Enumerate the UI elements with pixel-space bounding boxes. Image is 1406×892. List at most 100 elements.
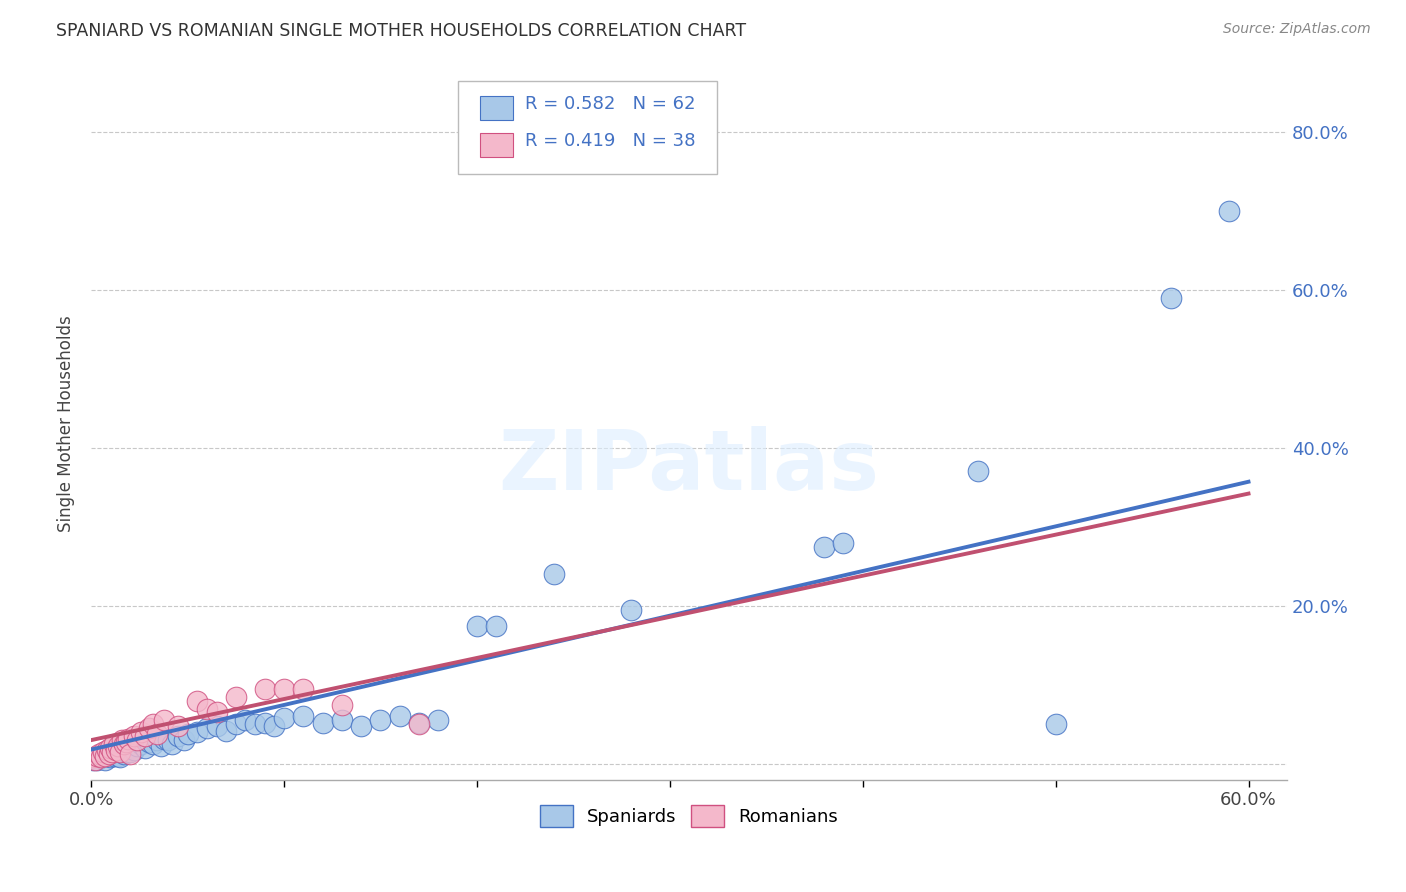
Point <box>388 709 411 723</box>
Point <box>91 745 114 759</box>
Point <box>138 721 160 735</box>
Point <box>253 715 276 730</box>
Point <box>103 748 125 763</box>
Point <box>370 714 392 728</box>
Legend: Spaniards, Romanians: Spaniards, Romanians <box>533 798 845 835</box>
Point <box>142 717 165 731</box>
Point <box>186 725 208 739</box>
Point <box>100 750 122 764</box>
Point <box>225 690 247 704</box>
Point <box>330 698 353 712</box>
Point <box>115 745 138 759</box>
Point <box>243 717 266 731</box>
Point <box>330 714 353 728</box>
Text: R = 0.582   N = 62: R = 0.582 N = 62 <box>526 95 696 113</box>
Point <box>235 714 257 728</box>
Point <box>153 731 176 746</box>
Point <box>186 693 208 707</box>
Point <box>350 719 373 733</box>
Point <box>86 753 108 767</box>
Point <box>408 715 430 730</box>
Point <box>142 737 165 751</box>
Point <box>1045 717 1067 731</box>
Point <box>134 729 156 743</box>
Text: Source: ZipAtlas.com: Source: ZipAtlas.com <box>1223 22 1371 37</box>
Point <box>813 540 835 554</box>
Point <box>93 748 115 763</box>
Point <box>96 742 118 756</box>
Point <box>105 745 128 759</box>
Point <box>1218 203 1240 218</box>
Point <box>117 741 139 756</box>
Point <box>84 750 107 764</box>
Point <box>131 725 153 739</box>
Point <box>112 747 135 762</box>
Point <box>107 739 129 754</box>
Point <box>84 753 107 767</box>
Y-axis label: Single Mother Households: Single Mother Households <box>58 316 75 533</box>
Point <box>157 733 180 747</box>
Point <box>90 750 112 764</box>
Point <box>112 737 135 751</box>
Point <box>195 701 218 715</box>
Point <box>91 747 114 762</box>
Bar <box>479 95 513 120</box>
Point <box>225 717 247 731</box>
Point <box>87 747 110 762</box>
Point <box>122 742 145 756</box>
Point <box>101 745 124 759</box>
Point <box>832 535 855 549</box>
Point <box>273 711 295 725</box>
FancyBboxPatch shape <box>458 80 717 174</box>
Point <box>97 747 120 762</box>
Point <box>122 729 145 743</box>
Point <box>97 748 120 763</box>
Point <box>292 709 315 723</box>
Point <box>138 734 160 748</box>
Point <box>103 737 125 751</box>
Point <box>115 734 138 748</box>
Point <box>253 681 276 696</box>
Point <box>195 721 218 735</box>
Point <box>87 748 110 763</box>
Point <box>96 745 118 759</box>
Point <box>205 706 228 720</box>
Point <box>967 465 990 479</box>
Bar <box>479 133 513 157</box>
Text: R = 0.419   N = 38: R = 0.419 N = 38 <box>526 132 696 150</box>
Point <box>292 681 315 696</box>
Point <box>167 729 190 743</box>
Point <box>263 719 285 733</box>
Point <box>145 727 167 741</box>
Point <box>131 737 153 751</box>
Point <box>149 739 172 754</box>
Point <box>427 714 450 728</box>
Text: SPANIARD VS ROMANIAN SINGLE MOTHER HOUSEHOLDS CORRELATION CHART: SPANIARD VS ROMANIAN SINGLE MOTHER HOUSE… <box>56 22 747 40</box>
Point <box>134 741 156 756</box>
Point <box>86 748 108 763</box>
Point <box>108 750 131 764</box>
Point <box>485 618 508 632</box>
Point <box>118 747 141 762</box>
Point <box>127 739 149 754</box>
Point <box>176 727 198 741</box>
Text: ZIPatlas: ZIPatlas <box>499 426 880 508</box>
Point <box>101 747 124 762</box>
Point <box>111 733 134 747</box>
Point <box>620 603 643 617</box>
Point <box>408 717 430 731</box>
Point <box>82 750 104 764</box>
Point <box>105 742 128 756</box>
Point <box>117 731 139 746</box>
Point <box>160 737 183 751</box>
Point <box>465 618 488 632</box>
Point <box>107 748 129 763</box>
Point <box>173 733 195 747</box>
Point <box>215 723 238 738</box>
Point <box>108 745 131 759</box>
Point <box>543 567 565 582</box>
Point <box>311 715 333 730</box>
Point <box>100 741 122 756</box>
Point <box>205 719 228 733</box>
Point <box>145 733 167 747</box>
